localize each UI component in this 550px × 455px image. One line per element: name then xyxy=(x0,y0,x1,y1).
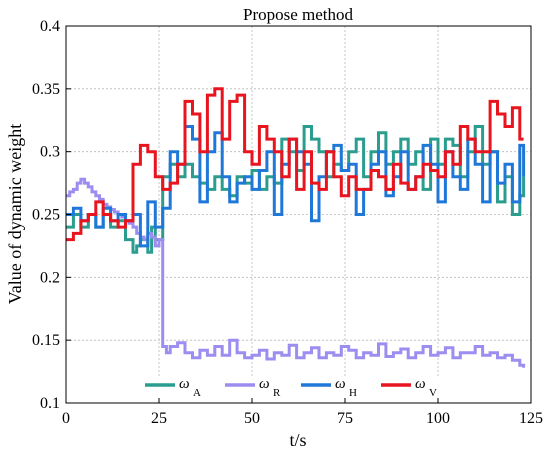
legend-subscript: R xyxy=(273,387,281,399)
y-tick-label: 0.25 xyxy=(32,207,60,224)
legend-item-a: ωA xyxy=(145,376,201,399)
x-tick-label: 75 xyxy=(337,410,353,427)
y-tick-label: 0.3 xyxy=(40,144,60,161)
legend-item-v: ωV xyxy=(381,376,437,399)
legend-item-r: ωR xyxy=(225,376,281,399)
y-axis-label: Value of dynamic weight xyxy=(5,124,25,304)
legend-subscript: H xyxy=(349,387,357,399)
series-layer xyxy=(66,87,526,368)
legend-symbol: ω xyxy=(335,376,346,392)
legend-item-h: ωH xyxy=(301,376,357,399)
series-line-r xyxy=(66,177,526,368)
y-tick-label: 0.15 xyxy=(32,332,60,349)
chart-title: Propose method xyxy=(243,5,354,24)
y-tick-label: 0.4 xyxy=(40,18,60,35)
legend-subscript: A xyxy=(193,387,201,399)
legend-subscript: V xyxy=(429,387,437,399)
x-tick-label: 125 xyxy=(519,410,543,427)
x-axis-label: t/s xyxy=(289,430,306,450)
series-line-a xyxy=(66,125,526,254)
x-tick-label: 25 xyxy=(151,410,167,427)
x-tick-label: 0 xyxy=(62,410,70,427)
y-tick-label: 0.35 xyxy=(32,81,60,98)
series-line-v xyxy=(66,87,524,242)
x-tick-labels: 0 25 50 75 100 125 xyxy=(62,410,543,427)
y-tick-labels: 0.1 0.15 0.2 0.25 0.3 0.35 0.4 xyxy=(32,18,60,412)
legend-symbol: ω xyxy=(415,376,426,392)
y-tick-label: 0.2 xyxy=(40,269,60,286)
legend-symbol: ω xyxy=(259,376,270,392)
axis-ticks xyxy=(65,25,532,404)
y-tick-label: 0.1 xyxy=(40,395,60,412)
legend-symbol: ω xyxy=(179,376,190,392)
legend-background xyxy=(140,376,470,398)
x-tick-label: 100 xyxy=(426,410,450,427)
x-tick-label: 50 xyxy=(244,410,260,427)
